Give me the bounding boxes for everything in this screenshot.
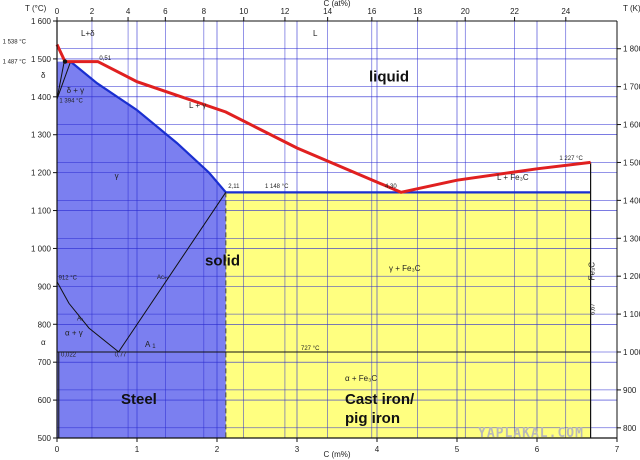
x-tick-label-top: 16	[367, 7, 376, 16]
label-t912: 912 °C	[59, 276, 78, 282]
label-acm: Aᴄₘ	[157, 275, 168, 281]
y-tick-label-right: 1 600	[623, 121, 640, 130]
y-tick-label-right: 1 200	[623, 272, 640, 281]
y-tick-label-left: 1 000	[31, 244, 52, 253]
y-tick-label-right: 1 400	[623, 196, 640, 205]
label-L-fe3c: L + Fe₃C	[497, 173, 529, 182]
x-axis-title-bottom: C (m%)	[323, 450, 350, 459]
label-solid: solid	[205, 253, 240, 270]
label-gamma-fe3c: γ + Fe₃C	[389, 264, 421, 273]
label-steel: Steel	[121, 391, 157, 408]
label-c430: 4,30	[385, 184, 397, 190]
label-alpha: α	[41, 338, 46, 347]
gamma-delta-boundary	[56, 61, 72, 100]
y-tick-label-left: 1 500	[31, 55, 52, 64]
cast-iron-region	[225, 192, 591, 438]
y-tick-label-left: 1 400	[31, 93, 52, 102]
x-tick-label-top: 22	[510, 7, 519, 16]
x-tick-label-top: 18	[413, 7, 422, 16]
x-tick-label-bottom: 0	[55, 445, 60, 454]
liquidus-line	[55, 43, 591, 194]
x-tick-label-bottom: 3	[295, 445, 300, 454]
x-tick-label-top: 0	[55, 7, 60, 16]
y-axis-title-left: T (°C)	[25, 4, 47, 13]
label-gamma: γ	[115, 171, 119, 180]
label-c211: 2,11	[228, 184, 240, 190]
x-tick-label-bottom: 1	[135, 445, 140, 454]
label-t1394: 1 394 °C	[59, 99, 83, 105]
steel-region	[57, 61, 226, 438]
label-t1538: 1 538 °C	[3, 40, 27, 46]
x-tick-label-top: 10	[239, 7, 248, 16]
y-tick-label-right: 1 300	[623, 234, 640, 243]
x-tick-label-bottom: 7	[615, 445, 620, 454]
label-L-delta: L+δ	[81, 29, 95, 38]
x-tick-label-bottom: 5	[455, 445, 460, 454]
y-tick-label-right: 1 700	[623, 83, 640, 92]
label-pig-iron: pig iron	[345, 410, 400, 427]
solidus-gamma-line	[69, 60, 227, 194]
label-alpha-fe3c: α + Fe₃C	[345, 374, 377, 383]
y-tick-label-left: 600	[38, 396, 52, 405]
y-tick-label-right: 1 800	[623, 45, 640, 54]
label-t1487: 1 487 °C	[3, 59, 27, 65]
x-tick-label-top: 24	[561, 7, 570, 16]
x-tick-label-bottom: 2	[215, 445, 220, 454]
label-c077: 0,77	[115, 352, 127, 358]
x-tick-label-top: 20	[461, 7, 470, 16]
x-tick-label-bottom: 6	[535, 445, 540, 454]
y-tick-label-left: 500	[38, 434, 52, 443]
a3-line	[56, 281, 119, 353]
y-tick-label-left: 1 300	[31, 131, 52, 140]
x-axis-title-top: C (at%)	[323, 0, 350, 8]
watermark: YAPLAKAL.COM	[478, 426, 584, 441]
label-alpha-gamma: α + γ	[65, 329, 83, 338]
label-t1148: 1 148 °C	[265, 184, 289, 190]
label-delta-gamma: δ + γ	[67, 86, 85, 95]
delta-gamma-boundary	[56, 61, 65, 100]
y-tick-label-left: 800	[38, 320, 52, 329]
x-tick-label-top: 2	[90, 7, 95, 16]
acm-line	[118, 192, 227, 353]
label-a1: A	[145, 340, 151, 349]
label-c667: 6,67	[591, 303, 597, 315]
label-a3: A₃	[77, 316, 84, 322]
x-tick-label-top: 4	[126, 7, 131, 16]
x-tick-label-top: 6	[163, 7, 168, 16]
label-t727: 727 °C	[301, 346, 320, 352]
y-tick-label-right: 1 500	[623, 158, 640, 167]
peritectic-point	[62, 59, 68, 64]
y-axis-title-right: T (K)	[623, 4, 640, 13]
y-tick-label-right: 900	[623, 386, 637, 395]
x-tick-label-top: 14	[323, 7, 332, 16]
label-t1227: 1 227 °C	[559, 156, 583, 162]
label-a1-sub: 1	[152, 344, 156, 350]
label-c051: 0,51	[99, 56, 111, 62]
x-tick-label-top: 12	[280, 7, 289, 16]
y-tick-label-left: 1 600	[31, 17, 52, 26]
x-tick-label-bottom: 4	[375, 445, 380, 454]
x-tick-label-top: 8	[202, 7, 207, 16]
label-c0022: 0,022	[61, 352, 77, 358]
label-liquid: liquid	[369, 69, 409, 86]
label-delta: δ	[41, 71, 46, 80]
y-tick-label-right: 800	[623, 424, 637, 433]
label-fe3c: Fe₃C	[588, 262, 597, 281]
y-tick-label-left: 700	[38, 358, 52, 367]
label-L-gamma: L + γ	[189, 101, 206, 110]
y-tick-label-left: 1 200	[31, 169, 52, 178]
label-L: L	[313, 29, 318, 38]
y-tick-label-right: 1 000	[623, 348, 640, 357]
label-cast-iron: Cast iron/	[345, 391, 415, 408]
y-tick-label-left: 1 100	[31, 207, 52, 216]
y-tick-label-left: 900	[38, 282, 52, 291]
y-tick-label-right: 1 100	[623, 310, 640, 319]
